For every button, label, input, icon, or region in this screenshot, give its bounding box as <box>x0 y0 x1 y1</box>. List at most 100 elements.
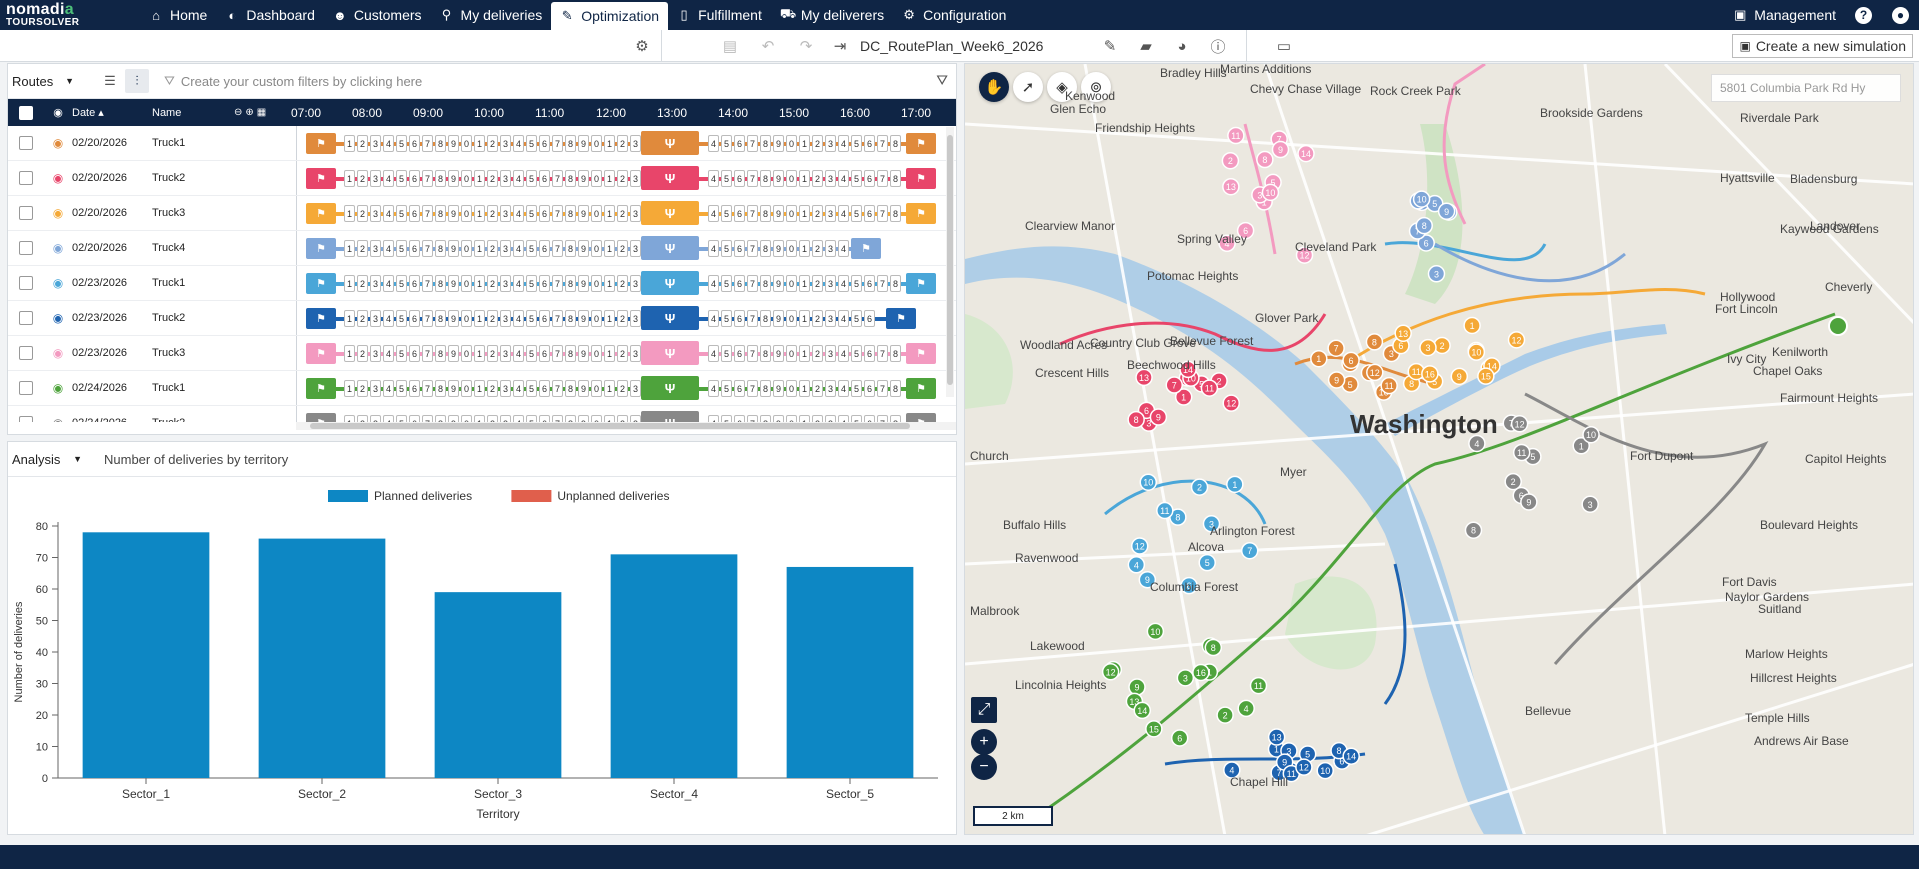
create-simulation-button[interactable]: ▣ Create a new simulation <box>1732 34 1913 58</box>
stop-marker[interactable]: 1 <box>604 310 615 327</box>
stop-marker[interactable]: 7 <box>552 135 563 152</box>
stop-marker[interactable]: 3 <box>825 170 836 187</box>
stop-marker[interactable]: 7 <box>422 310 433 327</box>
stop-marker[interactable]: 7 <box>877 380 888 397</box>
stop-marker[interactable]: 8 <box>890 205 901 222</box>
vertical-scrollbar[interactable] <box>946 127 954 397</box>
stop-marker[interactable]: 1 <box>474 275 485 292</box>
stop-marker[interactable]: 2 <box>357 345 368 362</box>
list-view-button[interactable]: ☰ <box>104 73 116 88</box>
stop-marker[interactable]: 7 <box>552 310 563 327</box>
stop-marker[interactable]: 5 <box>396 310 407 327</box>
stop-marker[interactable]: 4 <box>513 170 524 187</box>
stop-marker[interactable]: 7 <box>552 275 563 292</box>
stop-marker[interactable]: 0 <box>591 310 602 327</box>
gantt-view-button[interactable]: ⫶ <box>125 69 149 93</box>
stop-marker[interactable]: 8 <box>435 415 446 422</box>
stop-marker[interactable]: 4 <box>513 275 524 292</box>
stop-marker[interactable]: 5 <box>526 380 537 397</box>
stop-marker[interactable]: 5 <box>721 415 732 422</box>
stop-marker[interactable]: 7 <box>552 380 563 397</box>
stop-marker[interactable]: 2 <box>617 345 628 362</box>
stop-marker[interactable]: 6 <box>409 310 420 327</box>
stop-marker[interactable]: 3 <box>630 415 641 422</box>
stop-marker[interactable]: 5 <box>526 135 537 152</box>
stop-marker[interactable]: 4 <box>708 205 719 222</box>
stop-marker[interactable]: 8 <box>435 380 446 397</box>
pan-hand-icon[interactable]: ✋ <box>979 72 1009 102</box>
stop-marker[interactable]: 2 <box>617 205 628 222</box>
stop-marker[interactable]: 9 <box>578 415 589 422</box>
stop-marker[interactable]: 5 <box>526 205 537 222</box>
stop-marker[interactable]: 7 <box>877 275 888 292</box>
stop-marker[interactable]: 6 <box>409 275 420 292</box>
stop-marker[interactable]: 8 <box>760 415 771 422</box>
stop-marker[interactable]: 1 <box>604 205 615 222</box>
route-row[interactable]: ◉ 02/20/2026 Truck1 1 2 3 4 5 6 7 8 9 0 1 2 3 4 5 6 7 8 9 0 1 2 3… <box>8 126 956 161</box>
horizontal-scrollbar[interactable] <box>296 422 956 430</box>
stop-marker[interactable]: 7 <box>422 415 433 422</box>
stop-marker[interactable]: 6 <box>864 310 875 327</box>
stop-marker[interactable]: 0 <box>461 240 472 257</box>
stop-marker[interactable]: 9 <box>578 170 589 187</box>
stop-marker[interactable]: 4 <box>708 275 719 292</box>
stop-marker[interactable]: 6 <box>409 205 420 222</box>
lunch-break-icon[interactable]: Ψ <box>641 376 699 400</box>
redo-icon[interactable]: ↷ <box>799 38 813 55</box>
eye-icon[interactable]: ◉ <box>52 206 64 220</box>
stop-marker[interactable]: 6 <box>734 380 745 397</box>
lunch-break-icon[interactable]: Ψ <box>641 306 699 330</box>
stop-marker[interactable]: 6 <box>539 205 550 222</box>
stop-marker[interactable]: 0 <box>461 415 472 422</box>
zoom-in-icon[interactable]: + <box>971 729 997 755</box>
route-row[interactable]: ◉ 02/20/2026 Truck3 1 2 3 4 5 6 7 8 9 0 1 2 3 4 5 6 7 8 9 0 1 2 3… <box>8 196 956 231</box>
stop-marker[interactable]: 9 <box>448 380 459 397</box>
stop-marker[interactable]: 1 <box>799 205 810 222</box>
app-logo[interactable]: nomadia TOURSOLVER <box>0 0 140 30</box>
stop-marker[interactable]: 4 <box>383 380 394 397</box>
stop-marker[interactable]: 6 <box>539 275 550 292</box>
stop-marker[interactable]: 9 <box>773 415 784 422</box>
end-flag-icon[interactable]: ⚑ <box>886 308 916 329</box>
stop-marker[interactable]: 5 <box>721 345 732 362</box>
nav-fulfillment[interactable]: ▯ Fulfillment <box>668 0 771 30</box>
stop-marker[interactable]: 2 <box>357 275 368 292</box>
name-column-header[interactable]: Name <box>152 106 182 119</box>
row-checkbox[interactable] <box>19 276 33 290</box>
stop-marker[interactable]: 9 <box>448 170 459 187</box>
stop-marker[interactable]: 4 <box>838 380 849 397</box>
row-checkbox[interactable] <box>19 416 33 422</box>
stop-marker[interactable]: 8 <box>435 205 446 222</box>
stop-marker[interactable]: 5 <box>721 170 732 187</box>
stop-marker[interactable]: 6 <box>539 240 550 257</box>
stop-marker[interactable]: 6 <box>864 135 875 152</box>
stop-marker[interactable]: 3 <box>825 380 836 397</box>
stop-marker[interactable]: 8 <box>435 345 446 362</box>
stop-marker[interactable]: 6 <box>539 415 550 422</box>
stop-marker[interactable]: 8 <box>565 275 576 292</box>
route-row[interactable]: ◉ 02/23/2026 Truck1 1 2 3 4 5 6 7 8 9 0 1 2 3 4 5 6 7 8 9 0 1 2 3… <box>8 266 956 301</box>
stop-marker[interactable]: 8 <box>890 345 901 362</box>
stop-marker[interactable]: 1 <box>799 135 810 152</box>
pie-chart-icon[interactable]: ◕ <box>1177 37 1187 55</box>
stop-marker[interactable]: 6 <box>539 170 550 187</box>
stop-marker[interactable]: 0 <box>461 135 472 152</box>
stop-marker[interactable]: 3 <box>825 205 836 222</box>
route-row[interactable]: ◉ 02/23/2026 Truck3 1 2 3 4 5 6 7 8 9 0 1 2 3 4 5 6 7 8 9 0 1 2 3… <box>8 336 956 371</box>
stop-marker[interactable]: 7 <box>877 170 888 187</box>
stop-marker[interactable]: 5 <box>396 275 407 292</box>
stop-marker[interactable]: 8 <box>565 380 576 397</box>
calendar-icon[interactable]: ▦ <box>256 107 267 118</box>
stop-marker[interactable]: 4 <box>838 310 849 327</box>
stop-marker[interactable]: 5 <box>721 205 732 222</box>
stop-marker[interactable]: 7 <box>552 240 563 257</box>
undo-icon[interactable]: ↶ <box>761 38 775 55</box>
stop-marker[interactable]: 6 <box>734 170 745 187</box>
stop-marker[interactable]: 4 <box>708 240 719 257</box>
stop-marker[interactable]: 9 <box>448 415 459 422</box>
stop-marker[interactable]: 7 <box>422 205 433 222</box>
stop-marker[interactable]: 3 <box>825 310 836 327</box>
map-search-input[interactable]: 5801 Columbia Park Rd Hy <box>1711 74 1901 102</box>
